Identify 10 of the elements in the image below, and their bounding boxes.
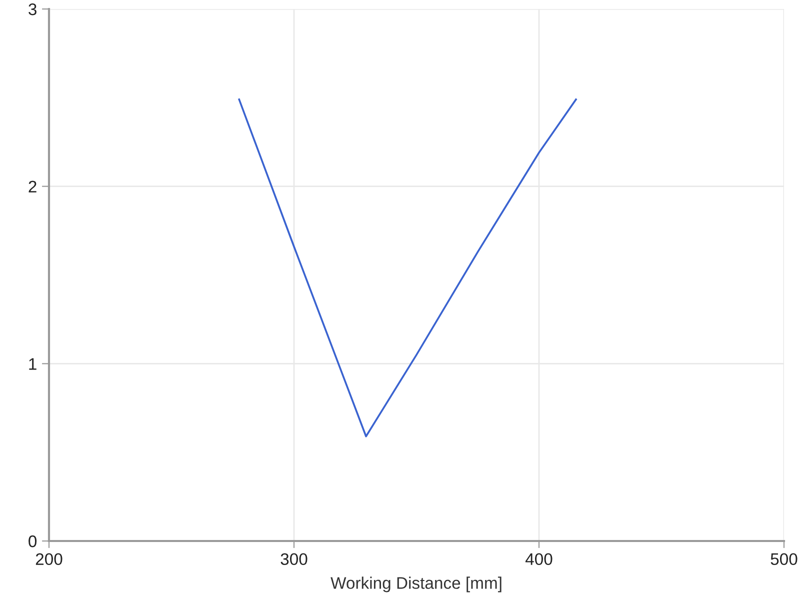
x-tick-label: 200 [36, 553, 62, 566]
x-tick-label: 500 [770, 553, 798, 566]
x-axis-title: Working Distance [mm] [330, 576, 502, 592]
x-tick-label: 300 [280, 553, 308, 566]
y-tick-label: 2 [28, 180, 36, 192]
y-tick-label: 3 [28, 3, 36, 16]
y-tick-label: 0 [28, 535, 37, 548]
x-tick-label: 400 [525, 553, 552, 566]
line-series [238, 98, 577, 438]
y-tick-label: 1 [29, 358, 36, 370]
